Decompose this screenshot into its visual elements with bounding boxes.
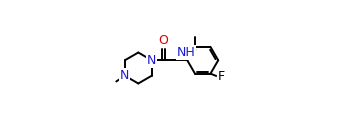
Text: N: N (120, 69, 130, 82)
Text: N: N (147, 54, 156, 67)
Text: O: O (158, 34, 168, 47)
Text: F: F (218, 70, 225, 83)
Text: NH: NH (177, 46, 195, 59)
